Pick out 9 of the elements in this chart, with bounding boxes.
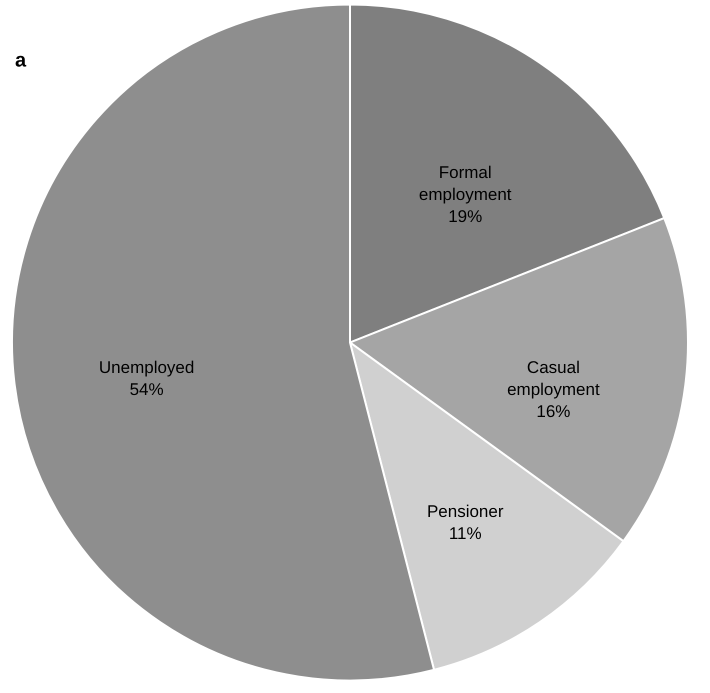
slice-label: Pensioner: [426, 502, 504, 522]
data-label: 11%: [448, 524, 482, 544]
slice-label: Unemployed: [98, 358, 194, 378]
data-label: 19%: [448, 206, 482, 226]
data-label: 54%: [130, 380, 164, 400]
slice-label: Casual employment: [507, 358, 600, 400]
text: a: [15, 50, 27, 72]
data-label: 16%: [536, 402, 570, 422]
slice-label: Formal employment: [418, 162, 512, 204]
